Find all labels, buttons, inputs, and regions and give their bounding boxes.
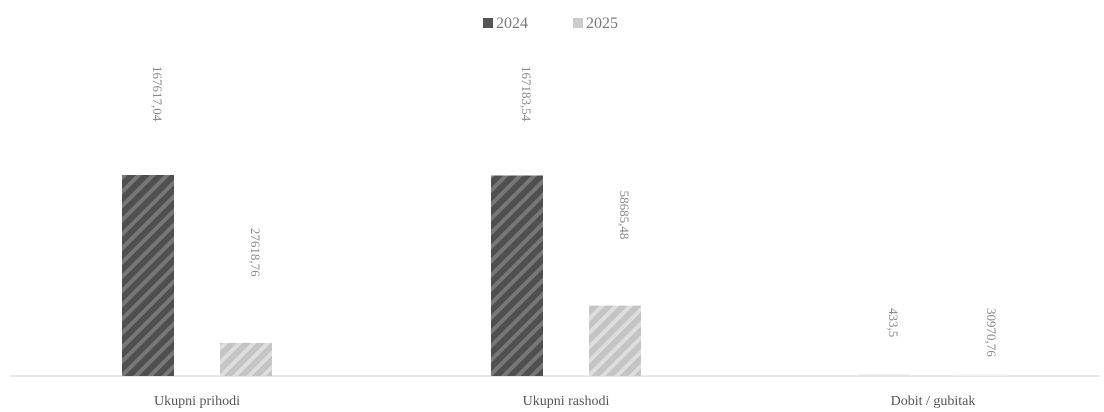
value-label-ukupni-prihodi-2024: 167617,04 [150,66,165,122]
bar-ukupni-prihodi-2024 [122,175,174,376]
bar-ukupni-rashodi-2025 [589,305,641,376]
value-labels-group: 167617,04 27618,76 167183,54 58685,48 433,5 3… [150,66,999,357]
legend-label-2025: 2025 [586,15,618,32]
value-label-ukupni-prihodi-2025: 27618,76 [248,228,263,277]
legend-label-2024: 2024 [496,15,528,32]
bar-dobit-gubitak-2024 [858,374,910,376]
value-label-dobit-gubitak-2024: 433,5 [886,308,901,337]
legend-swatch-2025 [573,18,583,28]
bar-dobit-gubitak-2025 [956,374,1008,376]
category-label-ukupni-prihodi: Ukupni prihodi [154,394,240,409]
legend: 2024 2025 [483,15,618,32]
value-label-ukupni-rashodi-2024: 167183,54 [519,66,534,122]
bars-group [122,175,1008,376]
bar-ukupni-prihodi-2025 [220,342,272,376]
value-label-dobit-gubitak-2025: 30970,76 [984,308,999,357]
legend-swatch-2024 [483,18,493,28]
category-label-dobit-gubitak: Dobit / gubitak [891,394,976,409]
category-label-ukupni-rashodi: Ukupni rashodi [523,394,610,409]
bar-ukupni-rashodi-2024 [491,175,543,376]
value-label-ukupni-rashodi-2025: 58685,48 [617,191,632,240]
